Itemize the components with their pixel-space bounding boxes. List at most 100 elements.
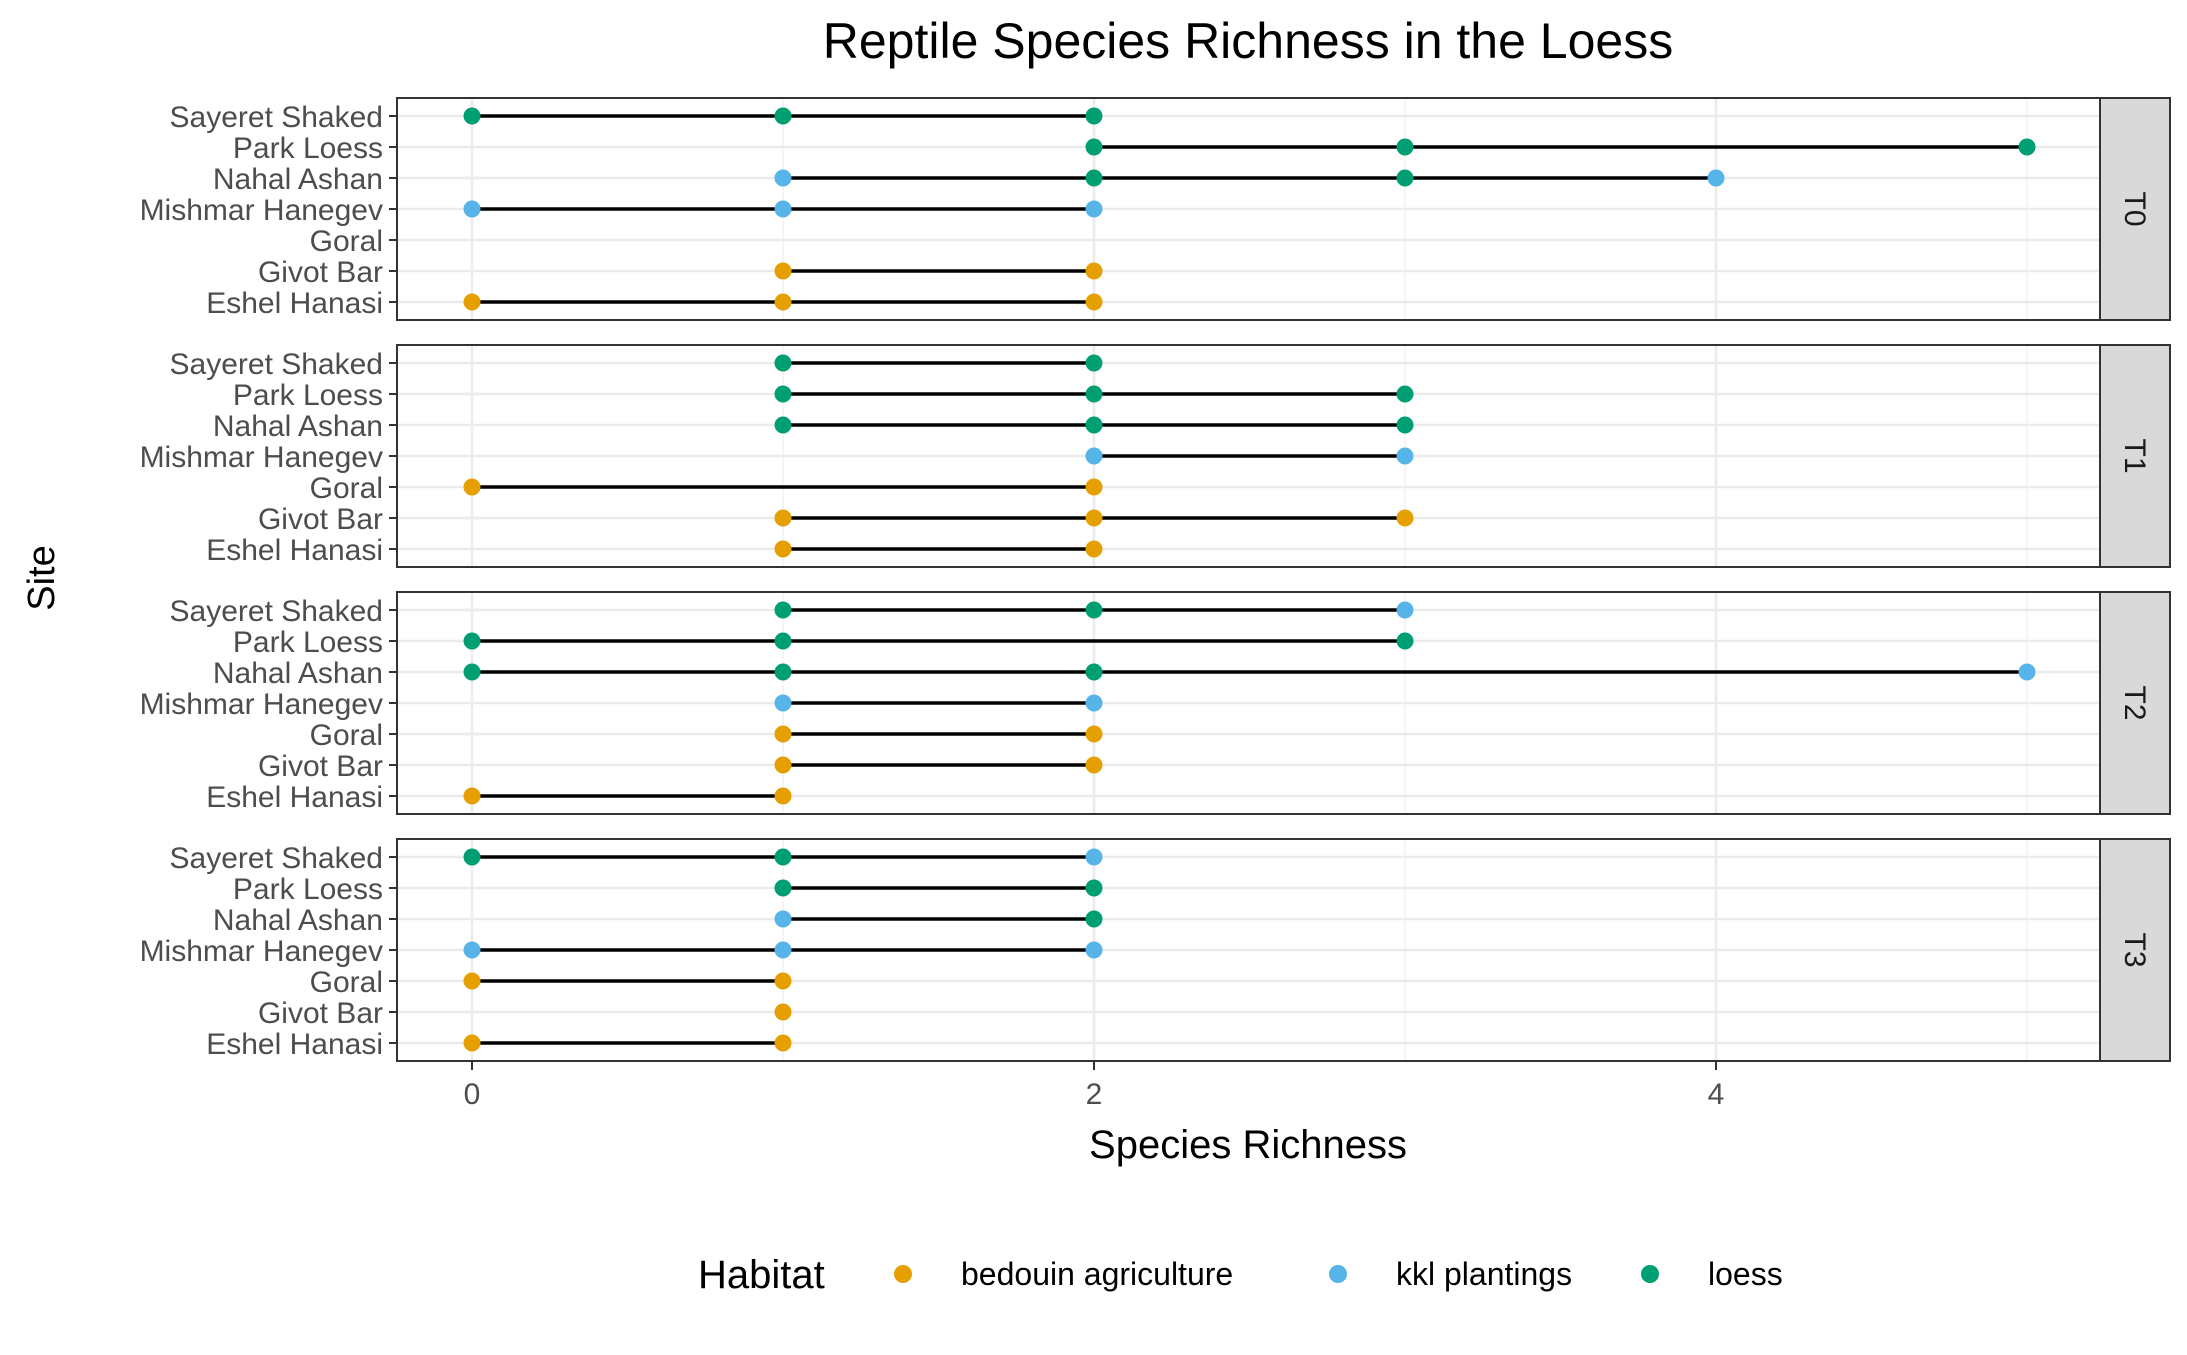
data-point [463, 478, 481, 496]
data-point [774, 972, 792, 990]
data-point [774, 509, 792, 527]
facet-strip-label: T0 [2118, 191, 2151, 226]
facet-strip [2099, 838, 2171, 1062]
data-point [774, 169, 792, 187]
chart-title: Reptile Species Richness in the Loess [823, 13, 1673, 69]
data-point [1085, 725, 1103, 743]
data-point [1085, 540, 1103, 558]
data-point [463, 787, 481, 805]
data-point [774, 632, 792, 650]
data-point [1396, 601, 1414, 619]
facet-strip-label: T1 [2118, 438, 2151, 473]
data-point [463, 663, 481, 681]
legend-item-loess: loess [1641, 1256, 1783, 1292]
y-tick-label: Mishmar Hanegev [140, 688, 383, 721]
y-tick-label: Park Loess [233, 132, 383, 165]
data-point [1085, 385, 1103, 403]
x-tick-label: 2 [1086, 1078, 1103, 1111]
data-point [774, 879, 792, 897]
legend-title: Habitat [698, 1253, 825, 1297]
data-point [774, 385, 792, 403]
data-point [774, 941, 792, 959]
y-tick-label: Goral [310, 472, 383, 505]
y-tick-label: Park Loess [233, 626, 383, 659]
data-point [1085, 941, 1103, 959]
legend: Habitat bedouin agriculture kkl plantings… [698, 1253, 1783, 1297]
y-tick-label: Eshel Hanasi [206, 287, 383, 320]
y-tick-label: Nahal Ashan [213, 410, 383, 443]
data-point [1396, 138, 1414, 156]
data-point [463, 1034, 481, 1052]
y-tick-label: Sayeret Shaked [170, 348, 383, 381]
y-tick-label: Goral [310, 719, 383, 752]
legend-key [894, 1265, 912, 1283]
legend-item-kkl: kkl plantings [1329, 1256, 1572, 1292]
y-tick-label: Mishmar Hanegev [140, 441, 383, 474]
data-point [1085, 879, 1103, 897]
data-point [463, 107, 481, 125]
data-point [1085, 169, 1103, 187]
data-point [1085, 293, 1103, 311]
legend-key [1641, 1265, 1659, 1283]
x-axis-title: Species Richness [1089, 1123, 1407, 1167]
y-tick-label: Sayeret Shaked [170, 842, 383, 875]
y-tick-label: Mishmar Hanegev [140, 935, 383, 968]
data-point [774, 107, 792, 125]
facet-strip [2099, 97, 2171, 321]
data-point [463, 941, 481, 959]
y-tick-label: Nahal Ashan [213, 163, 383, 196]
data-point [1085, 848, 1103, 866]
data-point [1396, 632, 1414, 650]
data-point [1085, 478, 1103, 496]
y-tick-label: Givot Bar [258, 503, 383, 536]
data-point [774, 200, 792, 218]
data-point [2018, 138, 2036, 156]
data-point [774, 416, 792, 434]
data-point [774, 1034, 792, 1052]
y-tick-label: Park Loess [233, 873, 383, 906]
y-tick-label: Park Loess [233, 379, 383, 412]
legend-key [1329, 1265, 1347, 1283]
x-tick-label: 4 [1708, 1078, 1725, 1111]
y-tick-label: Givot Bar [258, 256, 383, 289]
y-tick-label: Eshel Hanasi [206, 1028, 383, 1061]
data-point [1085, 910, 1103, 928]
y-tick-label: Sayeret Shaked [170, 595, 383, 628]
data-point [1085, 354, 1103, 372]
data-point [1085, 509, 1103, 527]
data-point [1085, 694, 1103, 712]
data-point [1085, 447, 1103, 465]
legend-label: bedouin agriculture [961, 1256, 1233, 1292]
y-tick-label: Givot Bar [258, 750, 383, 783]
data-point [774, 725, 792, 743]
data-point [1396, 169, 1414, 187]
y-tick-label: Nahal Ashan [213, 657, 383, 690]
data-point [774, 756, 792, 774]
y-tick-label: Eshel Hanasi [206, 534, 383, 567]
data-point [1707, 169, 1725, 187]
data-point [774, 601, 792, 619]
x-axis: 0 2 4 [464, 1061, 1725, 1111]
y-axis-title: Site [21, 545, 63, 610]
y-tick-label: Goral [310, 966, 383, 999]
data-point [463, 293, 481, 311]
y-tick-label: Nahal Ashan [213, 904, 383, 937]
x-tick-label: 0 [464, 1078, 481, 1111]
data-point [774, 787, 792, 805]
data-point [1396, 416, 1414, 434]
data-point [774, 1003, 792, 1021]
data-point [1396, 447, 1414, 465]
data-point [774, 910, 792, 928]
data-point [1085, 138, 1103, 156]
data-point [774, 540, 792, 558]
legend-label: kkl plantings [1396, 1256, 1572, 1292]
data-point [1085, 601, 1103, 619]
legend-label: loess [1708, 1256, 1783, 1292]
data-point [774, 262, 792, 280]
data-point [463, 972, 481, 990]
